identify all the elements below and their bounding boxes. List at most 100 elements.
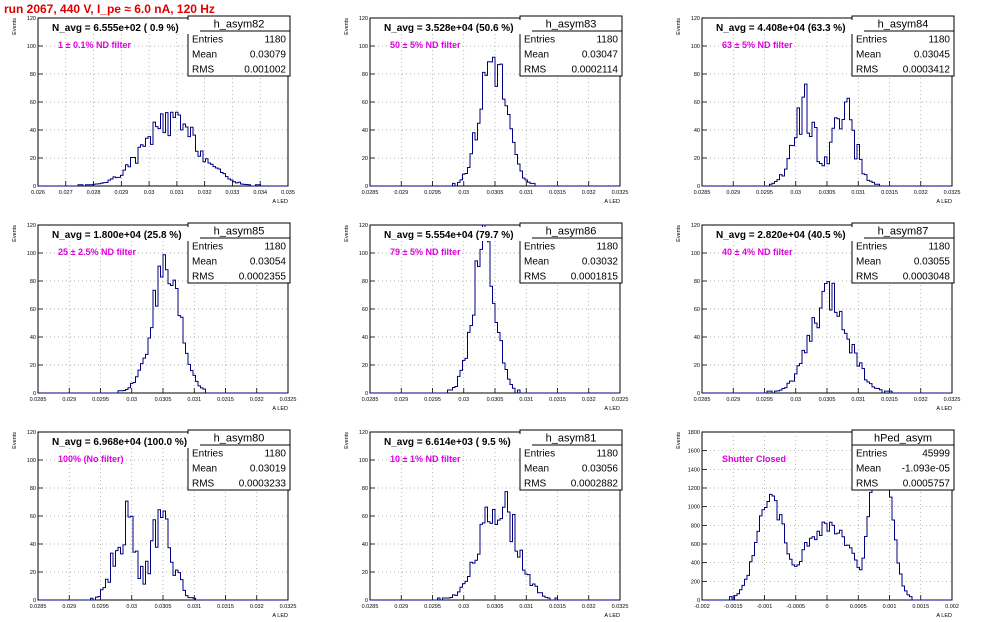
y-tick-label: 20	[30, 156, 36, 162]
histogram-panel-hPed_asym: -0.002 -0.0015 -0.001 -0.0005 0 0.0005 0.001 0.…	[676, 429, 959, 619]
x-tick-label: 0.032	[250, 604, 264, 610]
stats-value: 0.03054	[250, 257, 287, 268]
x-tick-label: 0.0305	[487, 604, 504, 610]
y-tick-label: 100	[359, 251, 368, 257]
x-tick-label: 0.027	[59, 190, 73, 196]
navg-background	[382, 434, 532, 448]
y-tick-label: 600	[691, 542, 700, 548]
x-tick-label: 0.0295	[92, 604, 109, 610]
stats-label: Mean	[856, 464, 881, 475]
x-tick-label: 0.032	[914, 397, 928, 403]
stats-value: 0.03045	[914, 50, 951, 61]
histogram-series-h_asym87	[702, 281, 952, 394]
y-tick-label: 100	[27, 251, 36, 257]
x-tick-label: 0.026	[31, 190, 45, 196]
histogram-panel-h_asym82: 0.026 0.027 0.028 0.029 0.03 0.031 0.032 0.033 0…	[12, 15, 295, 205]
x-tick-label: 0.0315	[217, 604, 234, 610]
x-tick-label: 0.0295	[424, 190, 441, 196]
x-axis-title: A LED	[272, 199, 288, 205]
stats-label: RMS	[524, 479, 547, 490]
stats-box	[851, 222, 955, 284]
y-tick-label: 120	[359, 16, 368, 22]
navg-label: N_avg = 5.554e+04 (79.7 %)	[384, 230, 514, 241]
y-tick-label: 0	[697, 184, 700, 190]
x-tick-label: 0.03	[458, 397, 469, 403]
stats-value: 0.03032	[582, 257, 619, 268]
y-tick-label: 400	[691, 561, 700, 567]
x-tick-label: 0.0285	[362, 604, 379, 610]
y-axis-title: Events	[676, 432, 682, 449]
navg-label: N_avg = 3.528e+04 (50.6 %)	[384, 23, 514, 34]
x-tick-label: 0.0305	[155, 604, 172, 610]
x-tick-label: 0.03	[144, 190, 155, 196]
histogram-panel-h_asym83: 0.0285 0.029 0.0295 0.03 0.0305 0.031 0.0315 0.…	[344, 15, 628, 205]
y-tick-label: 60	[362, 100, 368, 106]
stats-box	[851, 15, 955, 77]
stats-value: 0.03079	[250, 50, 287, 61]
y-tick-label: 1000	[688, 505, 700, 511]
x-axis-title: A LED	[604, 199, 620, 205]
y-tick-label: 20	[30, 363, 36, 369]
x-tick-label: 0.029	[394, 397, 408, 403]
y-tick-label: 80	[30, 486, 36, 492]
x-tick-label: 0.0285	[694, 397, 711, 403]
navg-background	[50, 434, 200, 448]
x-tick-label: 0.032	[582, 190, 596, 196]
x-tick-label: 0.032	[914, 190, 928, 196]
x-tick-label: 0.029	[394, 604, 408, 610]
y-tick-label: 100	[359, 458, 368, 464]
y-tick-label: 80	[30, 279, 36, 285]
y-tick-label: 40	[362, 542, 368, 548]
y-axis-title: Events	[676, 18, 682, 35]
y-tick-label: 40	[694, 335, 700, 341]
stats-value: 1180	[264, 449, 286, 460]
y-tick-label: 800	[691, 523, 700, 529]
y-axis-title: Events	[344, 18, 350, 35]
y-tick-label: 20	[30, 570, 36, 576]
x-tick-label: 0.03	[790, 190, 801, 196]
filter-label: 40 ± 4% ND filter	[722, 247, 793, 257]
y-tick-label: 40	[30, 128, 36, 134]
stats-label: Entries	[856, 35, 887, 46]
histogram-series-h_asym84	[702, 83, 952, 187]
stats-box	[187, 222, 291, 284]
stats-label: Entries	[192, 242, 223, 253]
stats-value: 1180	[596, 35, 618, 46]
stats-box-title: h_asym84	[878, 19, 929, 31]
y-tick-label: 20	[362, 363, 368, 369]
navg-label: N_avg = 4.408e+04 (63.3 %)	[716, 23, 846, 34]
stats-box	[851, 429, 955, 491]
stats-box-title: hPed_asym	[874, 433, 932, 445]
y-tick-label: 40	[362, 128, 368, 134]
stats-box	[187, 15, 291, 77]
filter-label: 63 ± 5% ND filter	[722, 40, 793, 50]
stats-box	[519, 429, 623, 491]
histogram-panel-h_asym87: 0.0285 0.029 0.0295 0.03 0.0305 0.031 0.0315 0.…	[676, 222, 960, 412]
x-tick-label: 0.0285	[362, 397, 379, 403]
y-tick-label: 80	[362, 279, 368, 285]
x-tick-label: 0.029	[726, 397, 740, 403]
stats-value: 0.03056	[582, 464, 619, 475]
x-tick-label: 0.0305	[819, 190, 836, 196]
x-axis-title: A LED	[936, 613, 952, 619]
x-tick-label: 0.0285	[30, 397, 47, 403]
x-tick-label: 0.03	[126, 397, 137, 403]
y-axis-title: Events	[344, 225, 350, 242]
stats-label: Entries	[192, 35, 223, 46]
histogram-panel-h_asym86: 0.0285 0.029 0.0295 0.03 0.0305 0.031 0.0315 0.…	[344, 222, 628, 412]
x-tick-label: 0.0315	[549, 397, 566, 403]
x-axis-title: A LED	[604, 613, 620, 619]
x-axis-title: A LED	[604, 406, 620, 412]
x-tick-label: 0.029	[394, 190, 408, 196]
histogram-series-h_asym82	[38, 111, 288, 187]
stats-label: RMS	[856, 65, 879, 76]
y-tick-label: 60	[30, 514, 36, 520]
y-tick-label: 120	[691, 16, 700, 22]
y-tick-label: 60	[362, 514, 368, 520]
stats-label: RMS	[192, 272, 215, 283]
x-tick-label: 0.0325	[280, 397, 297, 403]
x-tick-label: 0.0315	[881, 190, 898, 196]
filter-label: Shutter Closed	[722, 454, 786, 464]
y-tick-label: 100	[359, 44, 368, 50]
stats-label: Entries	[524, 35, 555, 46]
